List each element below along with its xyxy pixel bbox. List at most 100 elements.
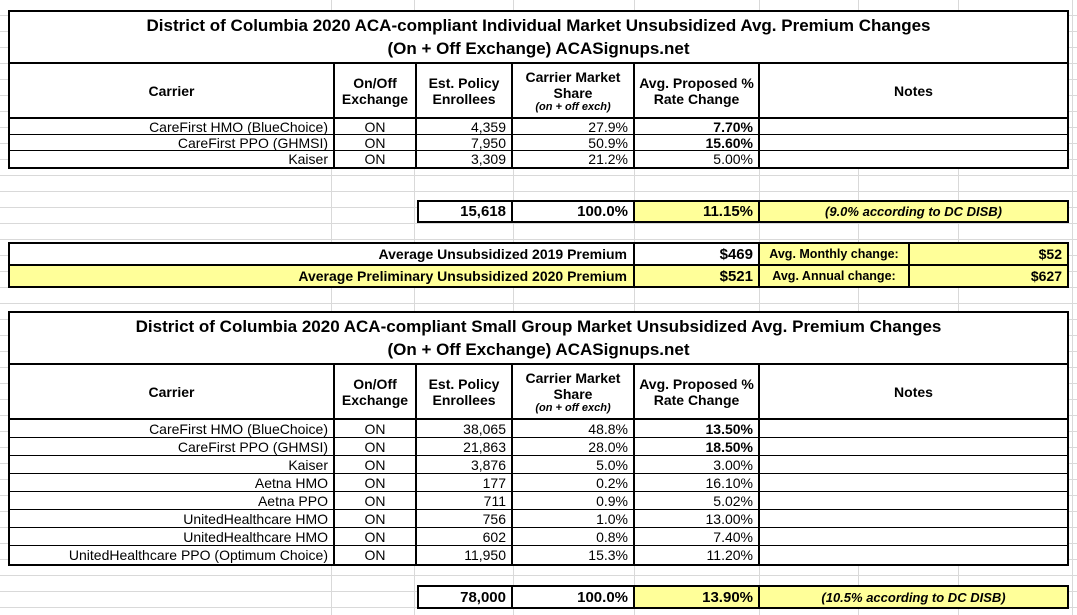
cell-carrier[interactable]: UnitedHealthcare HMO xyxy=(10,510,335,528)
cell-exchange[interactable]: ON xyxy=(335,528,417,546)
cell-notes[interactable] xyxy=(760,438,1067,456)
cell-exchange[interactable]: ON xyxy=(335,474,417,492)
cell-market-share[interactable]: 5.0% xyxy=(513,456,635,474)
cell-enrollees[interactable]: 21,863 xyxy=(417,438,513,456)
title-line-1: District of Columbia 2020 ACA-compliant … xyxy=(135,317,942,336)
cell-exchange[interactable]: ON xyxy=(335,492,417,510)
cell-enrollees[interactable]: 3,876 xyxy=(417,456,513,474)
cell-exchange[interactable]: ON xyxy=(335,456,417,474)
cell-carrier[interactable]: CareFirst HMO (BlueChoice) xyxy=(10,420,335,438)
cell-rate-change[interactable]: 13.50% xyxy=(635,420,760,438)
total-rate-change[interactable]: 11.15% xyxy=(635,202,760,221)
monthly-change-value[interactable]: $52 xyxy=(910,244,1067,264)
header-market-share[interactable]: Carrier Market Share (on + off exch) xyxy=(513,365,635,418)
annual-change-value[interactable]: $627 xyxy=(910,266,1067,286)
cell-market-share[interactable]: 0.2% xyxy=(513,474,635,492)
header-carrier[interactable]: Carrier xyxy=(10,365,335,418)
total-market-share[interactable]: 100.0% xyxy=(513,202,635,221)
total-rate-change[interactable]: 13.90% xyxy=(635,587,760,607)
cell-notes[interactable] xyxy=(760,510,1067,528)
cell-rate-change[interactable]: 5.00% xyxy=(635,151,760,167)
cell-notes[interactable] xyxy=(760,456,1067,474)
header-exchange[interactable]: On/Off Exchange xyxy=(335,64,417,117)
cell-market-share[interactable]: 0.8% xyxy=(513,528,635,546)
cell-exchange[interactable]: ON xyxy=(335,119,417,135)
total-note[interactable]: (9.0% according to DC DISB) xyxy=(760,202,1067,221)
individual-market-rows: CareFirst HMO (BlueChoice) ON 4,359 27.9… xyxy=(10,119,1067,167)
header-enrollees[interactable]: Est. Policy Enrollees xyxy=(417,64,513,117)
individual-market-title[interactable]: District of Columbia 2020 ACA-compliant … xyxy=(10,12,1067,64)
cell-exchange[interactable]: ON xyxy=(335,438,417,456)
total-enrollees[interactable]: 78,000 xyxy=(419,587,513,607)
cell-enrollees[interactable]: 3,309 xyxy=(417,151,513,167)
cell-notes[interactable] xyxy=(760,119,1067,135)
cell-exchange[interactable]: ON xyxy=(335,420,417,438)
cell-carrier[interactable]: Kaiser xyxy=(10,151,335,167)
cell-exchange[interactable]: ON xyxy=(335,546,417,564)
cell-rate-change[interactable]: 11.20% xyxy=(635,546,760,564)
cell-rate-change[interactable]: 7.70% xyxy=(635,119,760,135)
cell-carrier[interactable]: Aetna HMO xyxy=(10,474,335,492)
table-row: Aetna PPO ON 711 0.9% 5.02% xyxy=(10,492,1067,510)
cell-rate-change[interactable]: 3.00% xyxy=(635,456,760,474)
cell-carrier[interactable]: Kaiser xyxy=(10,456,335,474)
avg-2020-label[interactable]: Average Preliminary Unsubsidized 2020 Pr… xyxy=(10,266,635,286)
cell-notes[interactable] xyxy=(760,492,1067,510)
cell-enrollees[interactable]: 602 xyxy=(417,528,513,546)
table-row: UnitedHealthcare HMO ON 756 1.0% 13.00% xyxy=(10,510,1067,528)
cell-exchange[interactable]: ON xyxy=(335,135,417,151)
header-notes[interactable]: Notes xyxy=(894,383,933,400)
cell-rate-change[interactable]: 7.40% xyxy=(635,528,760,546)
header-market-share[interactable]: Carrier Market Share (on + off exch) xyxy=(513,64,635,117)
cell-carrier[interactable]: CareFirst PPO (GHMSI) xyxy=(10,438,335,456)
cell-market-share[interactable]: 15.3% xyxy=(513,546,635,564)
cell-enrollees[interactable]: 177 xyxy=(417,474,513,492)
avg-2019-label[interactable]: Average Unsubsidized 2019 Premium xyxy=(10,244,635,264)
avg-2019-value[interactable]: $469 xyxy=(635,244,760,264)
cell-market-share[interactable]: 21.2% xyxy=(513,151,635,167)
cell-enrollees[interactable]: 11,950 xyxy=(417,546,513,564)
cell-market-share[interactable]: 28.0% xyxy=(513,438,635,456)
cell-rate-change[interactable]: 5.02% xyxy=(635,492,760,510)
monthly-change-label[interactable]: Avg. Monthly change: xyxy=(760,244,910,264)
cell-carrier[interactable]: CareFirst PPO (GHMSI) xyxy=(10,135,335,151)
cell-carrier[interactable]: Aetna PPO xyxy=(10,492,335,510)
total-enrollees[interactable]: 15,618 xyxy=(419,202,513,221)
header-carrier[interactable]: Carrier xyxy=(10,64,335,117)
header-notes[interactable]: Notes xyxy=(894,82,933,99)
total-market-share[interactable]: 100.0% xyxy=(513,587,635,607)
cell-enrollees[interactable]: 7,950 xyxy=(417,135,513,151)
cell-notes[interactable] xyxy=(760,546,1067,564)
cell-notes[interactable] xyxy=(760,151,1067,167)
cell-enrollees[interactable]: 711 xyxy=(417,492,513,510)
cell-market-share[interactable]: 27.9% xyxy=(513,119,635,135)
cell-notes[interactable] xyxy=(760,528,1067,546)
cell-rate-change[interactable]: 15.60% xyxy=(635,135,760,151)
cell-rate-change[interactable]: 13.00% xyxy=(635,510,760,528)
header-rate-change[interactable]: Avg. Proposed % Rate Change xyxy=(635,64,760,117)
avg-2020-value[interactable]: $521 xyxy=(635,266,760,286)
header-enrollees[interactable]: Est. Policy Enrollees xyxy=(417,365,513,418)
annual-change-label[interactable]: Avg. Annual change: xyxy=(760,266,910,286)
cell-market-share[interactable]: 0.9% xyxy=(513,492,635,510)
header-exchange[interactable]: On/Off Exchange xyxy=(335,365,417,418)
cell-notes[interactable] xyxy=(760,474,1067,492)
cell-market-share[interactable]: 1.0% xyxy=(513,510,635,528)
small-group-title[interactable]: District of Columbia 2020 ACA-compliant … xyxy=(10,313,1067,365)
cell-exchange[interactable]: ON xyxy=(335,151,417,167)
cell-exchange[interactable]: ON xyxy=(335,510,417,528)
cell-notes[interactable] xyxy=(760,420,1067,438)
cell-carrier[interactable]: UnitedHealthcare HMO xyxy=(10,528,335,546)
cell-notes[interactable] xyxy=(760,135,1067,151)
header-rate-change[interactable]: Avg. Proposed % Rate Change xyxy=(635,365,760,418)
total-note[interactable]: (10.5% according to DC DISB) xyxy=(760,587,1067,607)
cell-enrollees[interactable]: 4,359 xyxy=(417,119,513,135)
cell-rate-change[interactable]: 18.50% xyxy=(635,438,760,456)
cell-rate-change[interactable]: 16.10% xyxy=(635,474,760,492)
cell-carrier[interactable]: CareFirst HMO (BlueChoice) xyxy=(10,119,335,135)
cell-market-share[interactable]: 50.9% xyxy=(513,135,635,151)
cell-carrier[interactable]: UnitedHealthcare PPO (Optimum Choice) xyxy=(10,546,335,564)
cell-enrollees[interactable]: 756 xyxy=(417,510,513,528)
cell-enrollees[interactable]: 38,065 xyxy=(417,420,513,438)
cell-market-share[interactable]: 48.8% xyxy=(513,420,635,438)
